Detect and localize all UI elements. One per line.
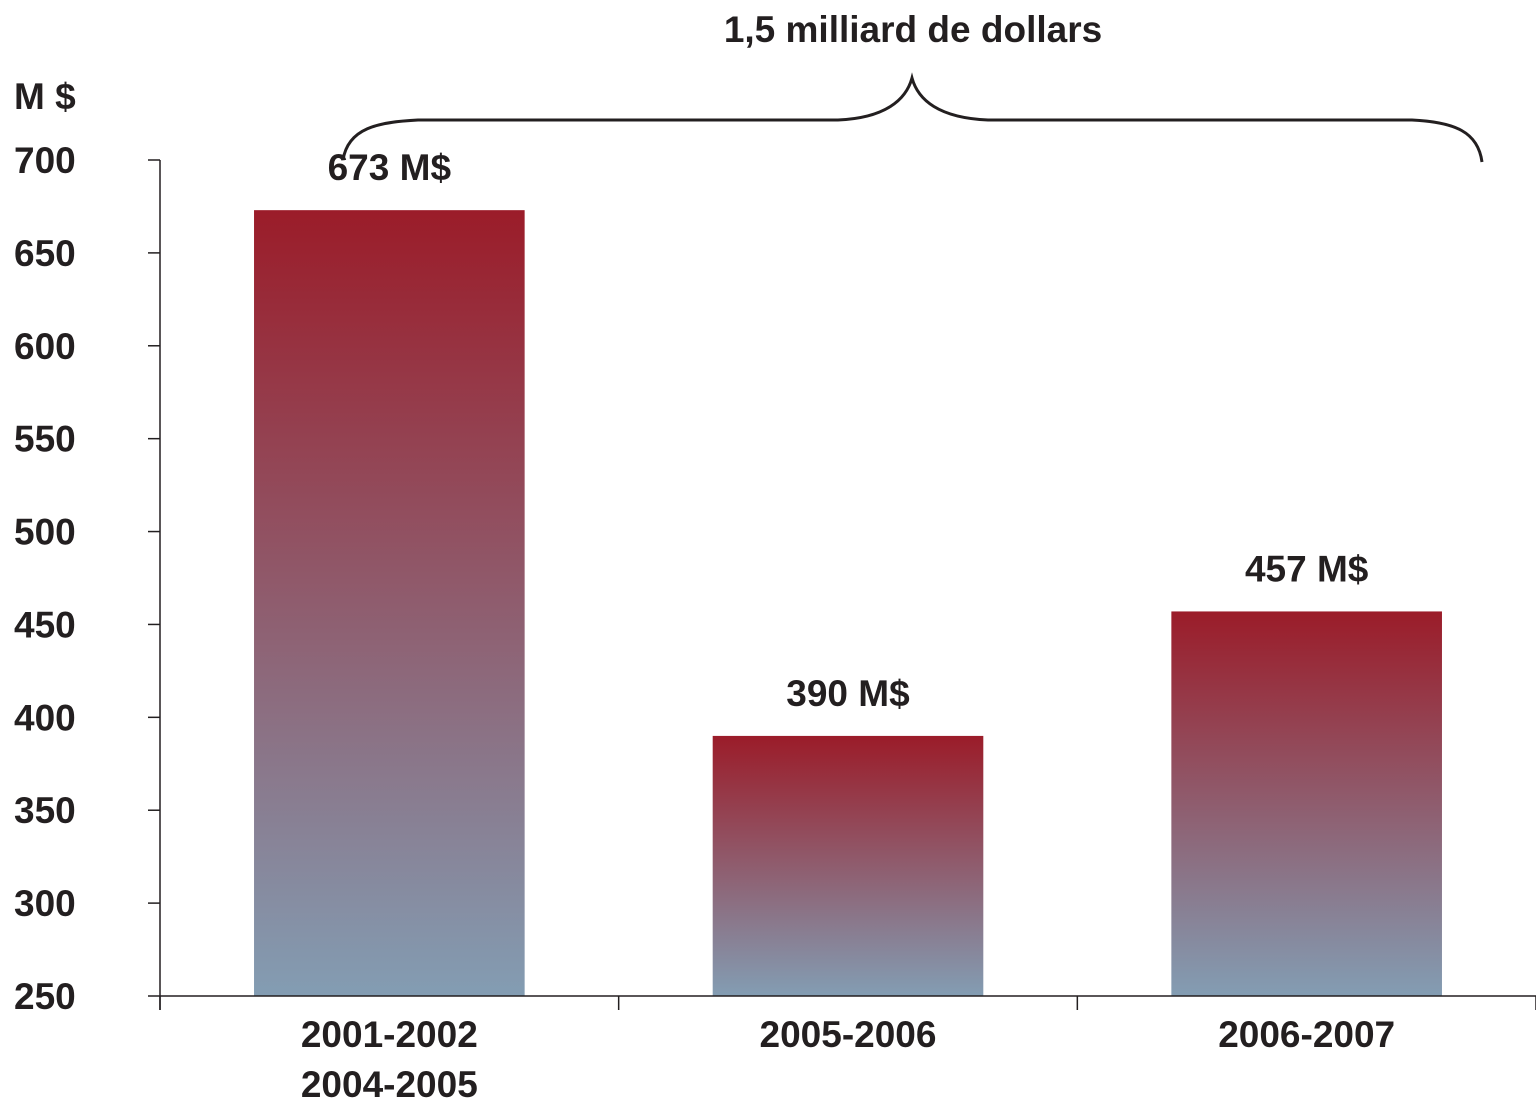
- data-label: 457 M$: [1245, 548, 1369, 589]
- y-axis: 250 300 350 400 450 500 550 600 650 700: [14, 140, 161, 1017]
- y-tick-label: 400: [14, 697, 76, 738]
- y-tick-label: 350: [14, 790, 76, 831]
- bar: [254, 210, 525, 996]
- chart-annotation: 1,5 milliard de dollars: [724, 9, 1102, 50]
- y-tick-label: 650: [14, 233, 76, 274]
- annotation-brace: [341, 72, 1484, 163]
- bar: [712, 735, 984, 996]
- y-tick-label: 500: [14, 512, 76, 553]
- y-tick-label: 550: [14, 419, 76, 460]
- y-tick-label: 250: [14, 976, 76, 1017]
- x-tick-label: 2005-2006: [760, 1014, 937, 1055]
- y-tick-label: 450: [14, 604, 76, 645]
- x-tick-label: 2004-2005: [301, 1064, 478, 1105]
- y-tick-label: 600: [14, 326, 76, 367]
- data-label: 673 M$: [328, 147, 452, 188]
- data-label: 390 M$: [786, 673, 910, 714]
- x-tick-label: 2001-2002: [301, 1014, 478, 1055]
- y-tick-label: 300: [14, 883, 76, 924]
- bars: 673 M$ 390 M$ 457 M$: [254, 147, 1442, 996]
- y-tick-label: 700: [14, 140, 76, 181]
- bar: [1171, 611, 1442, 996]
- x-tick-label: 2006-2007: [1218, 1014, 1395, 1055]
- x-axis: 2001-2002 2004-2005 2005-2006 2006-2007: [159, 995, 1536, 1105]
- y-axis-label: M $: [14, 76, 76, 117]
